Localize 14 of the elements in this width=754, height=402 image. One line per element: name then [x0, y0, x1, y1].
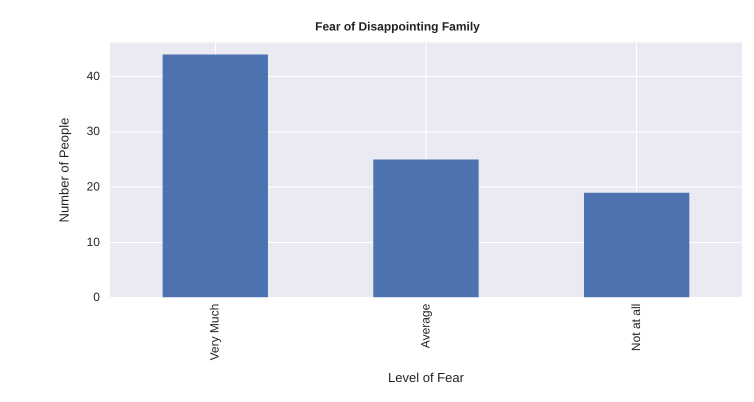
chart-title: Fear of Disappointing Family	[315, 20, 480, 34]
y-tick-label: 0	[93, 290, 100, 304]
x-tick-label: Average	[418, 303, 432, 348]
y-tick-label: 30	[86, 124, 100, 138]
y-tick-label: 20	[86, 180, 100, 194]
bar	[373, 160, 479, 298]
y-axis-title: Number of People	[56, 118, 72, 222]
y-tick-label: 40	[86, 68, 100, 83]
bar	[162, 54, 268, 298]
x-tick-label: Not at all	[628, 304, 643, 352]
x-axis-title: Level of Fear	[388, 370, 465, 385]
y-tick-label: 10	[86, 234, 100, 249]
bar	[584, 192, 690, 298]
x-tick-label: Very Much	[208, 304, 222, 360]
